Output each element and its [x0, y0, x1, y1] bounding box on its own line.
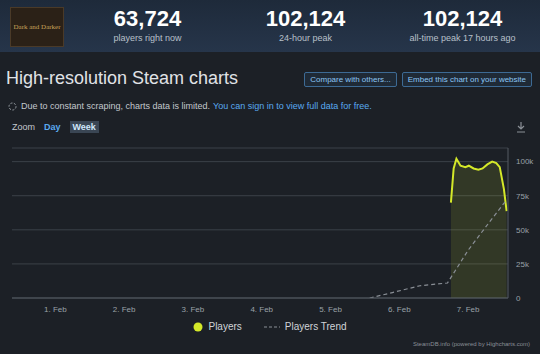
svg-text:1. Feb: 1. Feb	[44, 305, 67, 314]
html-text:Week: Week	[72, 122, 96, 132]
svg-text:2. Feb: 2. Feb	[113, 305, 136, 314]
svg-text:50k: 50k	[516, 226, 530, 235]
html-text:players right now: players right now	[113, 33, 182, 43]
svg-text:7. Feb: 7. Feb	[457, 305, 480, 314]
html-text:Day: Day	[44, 122, 61, 132]
svg-text:75k: 75k	[516, 192, 530, 201]
svg-text:25k: 25k	[516, 260, 530, 269]
html-text:Compare with others...: Compare with others...	[310, 75, 391, 84]
html-text:Due to constant scraping, char: Due to constant scraping, charts data is…	[21, 101, 372, 111]
html-text:Players: Players	[208, 321, 242, 332]
svg-text:4. Feb: 4. Feb	[250, 305, 273, 314]
svg-text:0: 0	[516, 294, 521, 303]
html-text:102,124: 102,124	[422, 6, 503, 31]
html-text:SteamDB.info (powered by Highc: SteamDB.info (powered by Highcharts.com)	[413, 341, 530, 347]
html-text:High-resolution Steam charts: High-resolution Steam charts	[6, 68, 239, 88]
svg-text:5. Feb: 5. Feb	[319, 305, 342, 314]
svg-text:6. Feb: 6. Feb	[388, 305, 411, 314]
html-text:102,124: 102,124	[265, 6, 346, 31]
html-text:Zoom: Zoom	[12, 122, 35, 132]
svg-text:100k: 100k	[516, 157, 534, 166]
html-text:24-hour peak: 24-hour peak	[279, 33, 332, 43]
html-text:Dark and Darker: Dark and Darker	[13, 23, 61, 31]
html-text:Players Trend: Players Trend	[284, 321, 347, 332]
html-text:all-time peak 17 hours ago: all-time peak 17 hours ago	[409, 33, 516, 43]
html-text:Embed this chart on your websi: Embed this chart on your website	[407, 75, 526, 84]
html-text:63,724: 63,724	[113, 6, 182, 31]
svg-text:3. Feb: 3. Feb	[182, 305, 205, 314]
